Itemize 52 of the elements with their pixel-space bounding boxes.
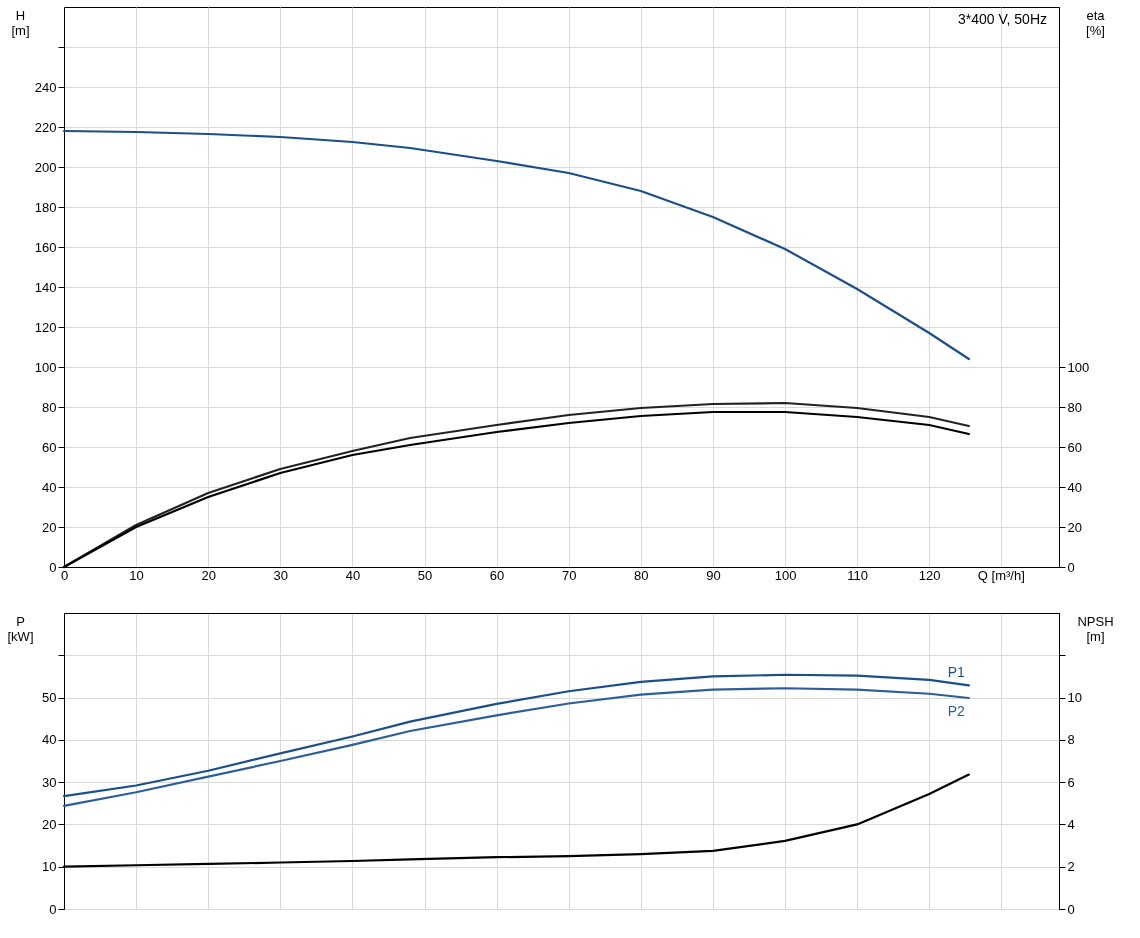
y-tick-label: 200 [34,159,57,175]
x-tick-label: 70 [561,567,577,583]
x-axis-title: Q [m³/h] [977,568,1025,583]
y-tick-label: 40 [42,732,57,748]
y2-tick-label: 10 [1067,690,1082,706]
annotation: 3*400 V, 50Hz [958,11,1047,27]
x-tick-label: 20 [201,567,216,583]
y-tick-label: 50 [42,690,57,706]
y-tick-label: 10 [42,859,57,875]
y-tick-label: 120 [34,319,57,335]
y-tick-label: 20 [42,816,57,832]
x-tick-label: 100 [774,567,797,583]
y-tick-label: 220 [34,119,57,135]
y-tick-label: 80 [42,399,57,415]
y-tick-label: 40 [42,479,57,495]
y2-tick-label: 2 [1067,859,1075,875]
y2-tick-label: 80 [1067,399,1082,415]
y-tick-label: 240 [34,79,57,95]
x-tick-label: 10 [129,567,144,583]
y2-tick-label: 60 [1067,439,1082,455]
y-tick-label: 20 [42,519,57,535]
y2-axis-title: NPSH [m] [1077,613,1114,644]
y2-tick-label: 4 [1067,816,1075,832]
y-tick-label: 0 [49,901,57,917]
series-label: P2 [947,702,966,719]
y-tick-label: 180 [34,199,57,215]
x-tick-label: 80 [634,567,649,583]
y2-axis-title: eta [%] [1086,7,1106,38]
y2-tick-label: 20 [1067,519,1082,535]
y2-tick-label: 8 [1067,732,1075,748]
y-tick-label: 60 [42,439,57,455]
y-axis-title: P [kW] [7,613,34,644]
y2-tick-label: 0 [1067,901,1075,917]
y2-tick-label: 40 [1067,479,1082,495]
y-tick-label: 30 [42,774,57,790]
line-series [62,129,970,361]
x-tick-label: 120 [918,567,941,583]
x-tick-label: 0 [60,567,69,583]
x-tick-label: 40 [345,567,361,583]
x-tick-label: 60 [489,567,505,583]
x-tick-label: 30 [273,567,289,583]
x-tick-label: 90 [706,567,721,583]
x-tick-label: 50 [417,567,433,583]
line-series [62,687,970,807]
x-tick-label: 110 [847,567,868,583]
y-tick-label: 140 [34,279,57,295]
y-tick-label: 100 [34,359,57,375]
y-tick-label: 160 [34,239,57,255]
y2-tick-label: 6 [1067,774,1075,790]
y2-tick-label: 100 [1067,359,1090,375]
y-axis-title: H [m] [11,7,30,38]
series-label: P1 [947,664,966,681]
